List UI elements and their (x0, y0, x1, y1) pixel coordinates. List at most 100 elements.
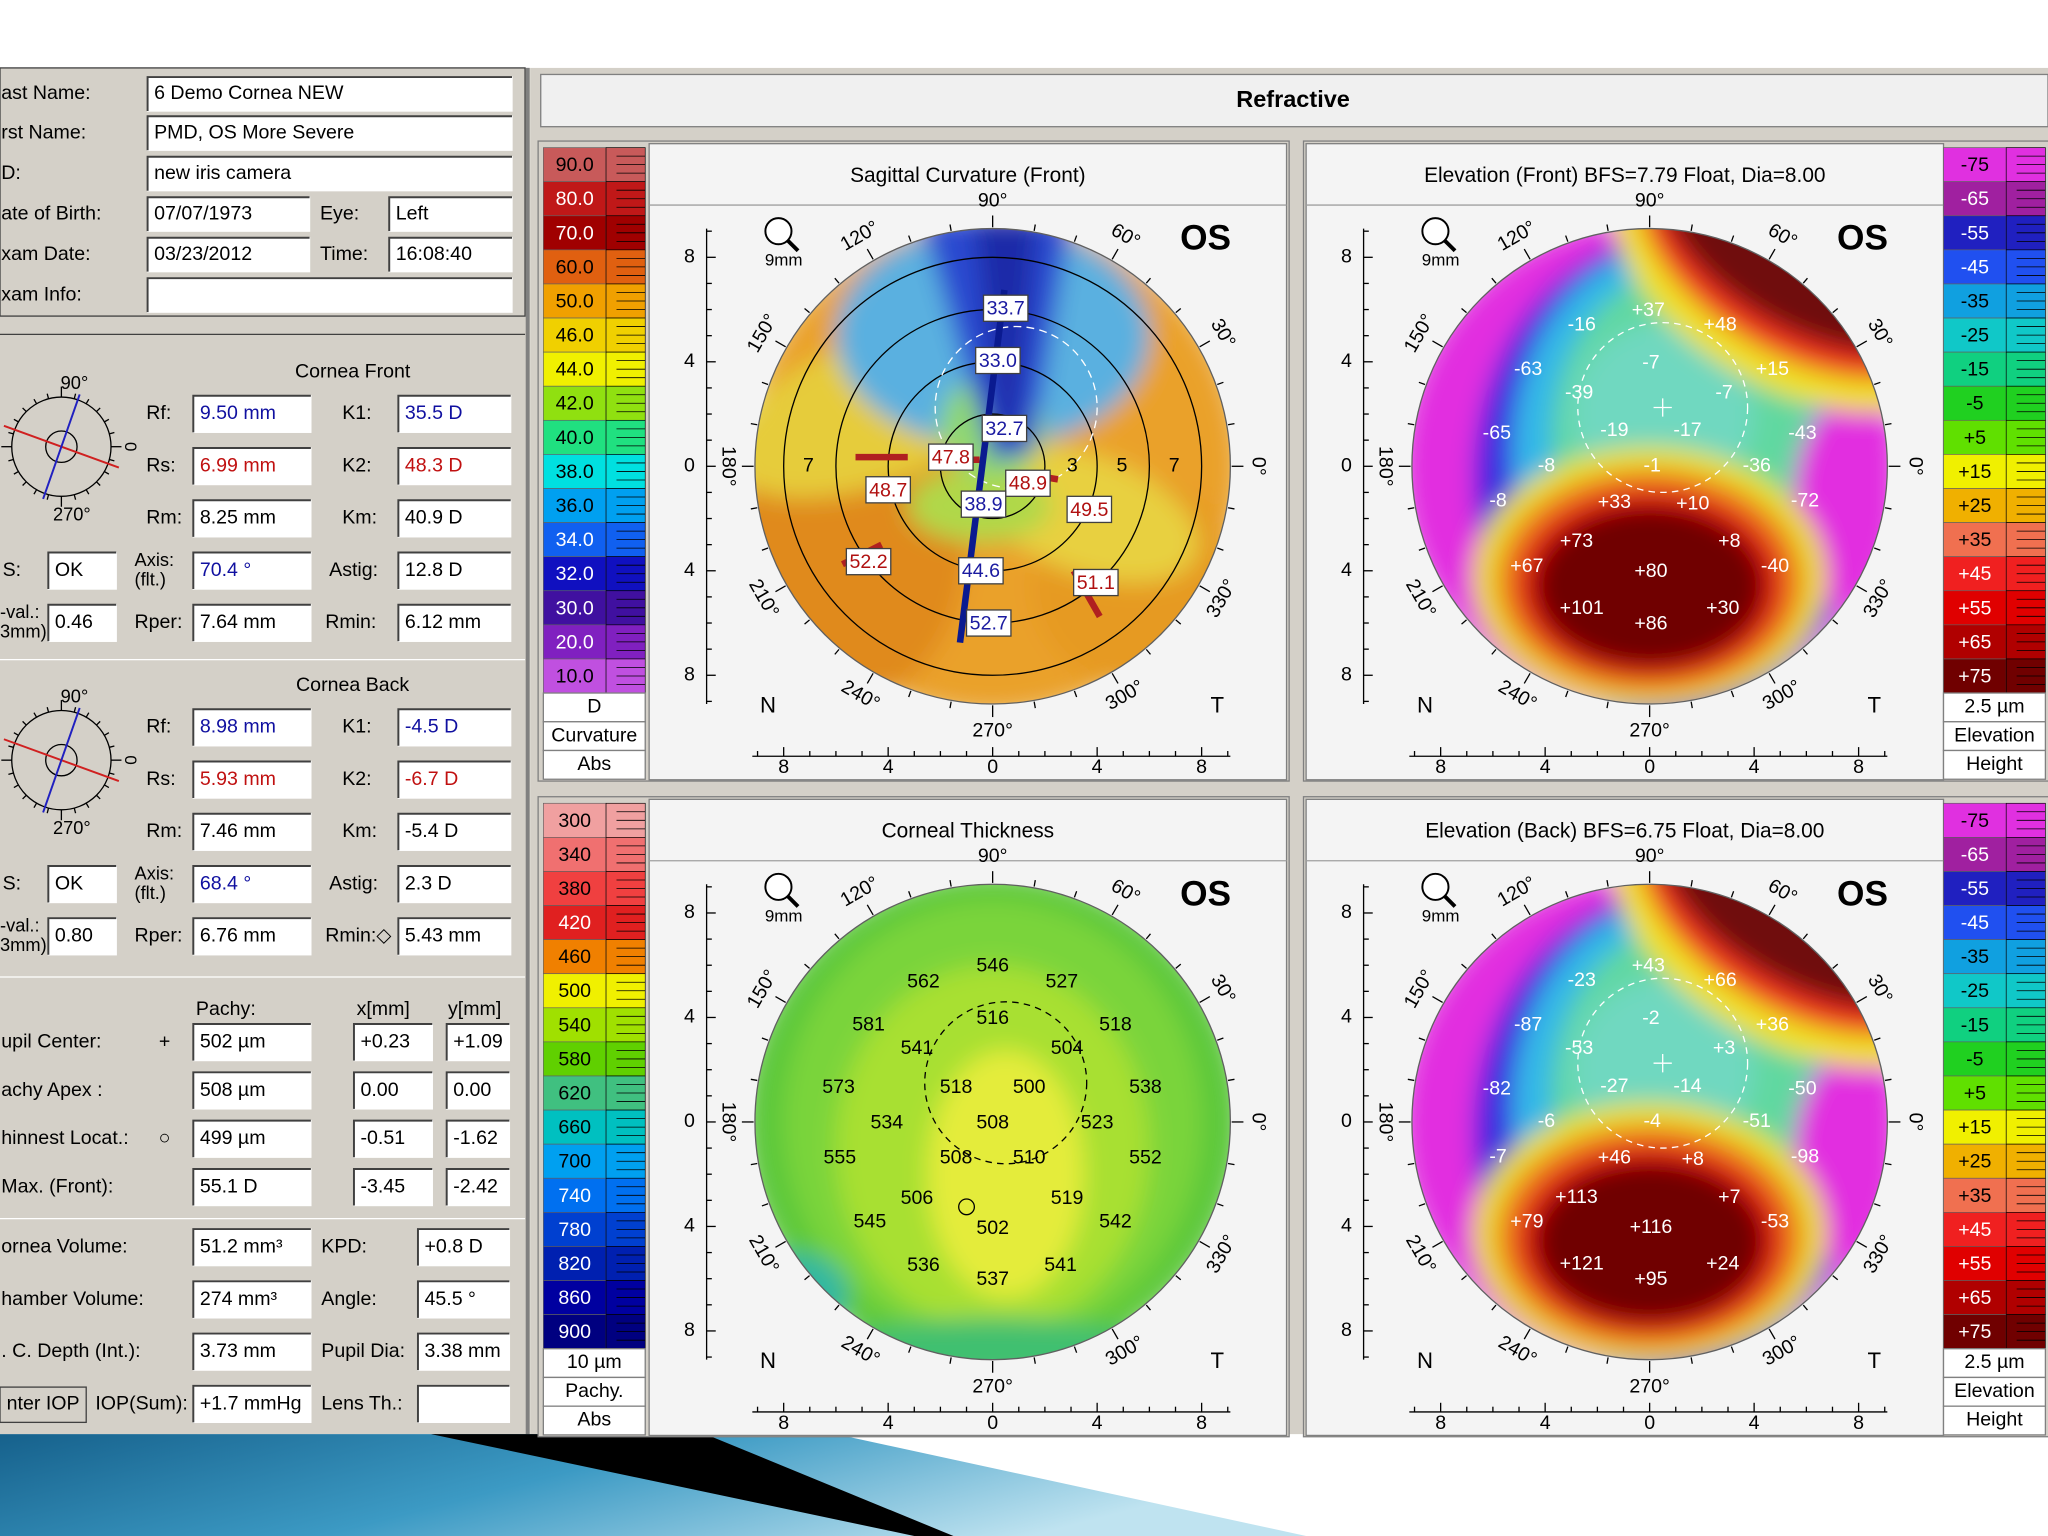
scale-label: +75 (1958, 1321, 1991, 1343)
field-bevel (416, 1332, 510, 1371)
scale-label: -35 (1961, 946, 1989, 968)
angle-tick (1606, 1357, 1609, 1364)
scale-cell (543, 1109, 607, 1145)
label: S: (3, 872, 22, 894)
button-label[interactable]: nter IOP (7, 1392, 80, 1414)
label: Km: (342, 820, 377, 842)
zoom-icon[interactable] (764, 872, 793, 901)
label: K1: (342, 402, 371, 424)
zoom-label: 9mm (765, 906, 803, 925)
zoom-icon[interactable] (1421, 872, 1450, 901)
label: Rm: (146, 820, 182, 842)
angle-tick (1217, 1203, 1224, 1207)
scale-label: -55 (1961, 222, 1989, 244)
zoom-label: 9mm (765, 251, 803, 270)
scale-cell (1943, 1177, 2007, 1213)
scale-label: +65 (1958, 631, 1991, 653)
field-value: 0.00 (453, 1079, 491, 1101)
dial-tick (73, 807, 77, 814)
scale-caption-cell (1942, 749, 2047, 780)
map-value: +30 (1706, 597, 1739, 619)
zoom-label: 9mm (1422, 906, 1460, 925)
scale-label: 420 (558, 912, 591, 934)
angle-tick (1199, 996, 1211, 1004)
label: Angle: (321, 1288, 377, 1310)
angle-tick (1073, 235, 1078, 242)
field-bevel (397, 551, 511, 590)
scale-cell (1943, 419, 2007, 455)
map-value: 48.9 (1009, 473, 1047, 495)
angle-tick (804, 963, 810, 969)
field-value: +1.09 (453, 1030, 503, 1052)
patient-frame (0, 67, 526, 317)
zoom-icon[interactable] (764, 217, 793, 246)
field-value: +0.23 (360, 1030, 410, 1052)
scale-cell (1943, 1041, 2007, 1077)
map-value: -36 (1743, 454, 1771, 476)
map-value: +24 (1706, 1252, 1739, 1274)
dial-tick (85, 802, 90, 808)
map-value: 38.9 (964, 494, 1002, 516)
temporal-label: T (1868, 1348, 1882, 1373)
scale-label: -65 (1961, 844, 1989, 866)
field-box (47, 551, 117, 590)
eye-label: OS (1180, 219, 1231, 258)
field-bevel (192, 551, 311, 590)
angle-tick (1145, 277, 1151, 284)
footer-decoration (0, 1434, 1307, 1536)
dial-tick (22, 407, 27, 413)
field-box (192, 865, 312, 904)
header-title: Refractive (1236, 86, 1350, 112)
button[interactable] (0, 1386, 87, 1424)
x-tick-label: 4 (1092, 756, 1103, 778)
map-value: 537 (976, 1268, 1009, 1290)
field-value: 274 mm³ (200, 1288, 278, 1310)
map-border (754, 227, 1232, 705)
scale-cell (543, 1246, 607, 1281)
angle-tick (1565, 1346, 1569, 1353)
x-tick-label: 4 (1540, 756, 1551, 778)
field-bevel (445, 1023, 510, 1061)
scale-caption-cell (542, 1405, 646, 1436)
label: Rper: (135, 925, 183, 947)
x-tick-label: 8 (1196, 756, 1207, 778)
label: Rper: (135, 611, 183, 633)
scale-label: 42.0 (556, 393, 594, 415)
zoom-icon[interactable] (1421, 217, 1450, 246)
angle-tick (1832, 1275, 1839, 1281)
dial-tick (46, 393, 50, 399)
angle-tick (1111, 672, 1119, 684)
label: (flt.) (135, 568, 166, 589)
field-value: 6.99 mm (200, 454, 276, 476)
label: (flt.) (135, 882, 166, 903)
scale-label: 820 (558, 1253, 591, 1275)
map-value: +66 (1704, 969, 1737, 991)
map-image (1411, 884, 1888, 1360)
angle-tick (1690, 1357, 1693, 1364)
label: 3mm) (0, 934, 47, 955)
map-value: -40 (1761, 555, 1789, 577)
map-value: -72 (1791, 490, 1819, 512)
map-value: 518 (940, 1076, 973, 1098)
field-box (192, 1023, 312, 1062)
angle-tick (1418, 1037, 1426, 1041)
angle-tick (908, 690, 912, 698)
field-value: -3.45 (360, 1175, 405, 1197)
angle-tick (1175, 619, 1182, 625)
field-bevel (192, 1119, 311, 1158)
label: Rf: (146, 402, 171, 424)
value-tag (1072, 568, 1119, 597)
angle-tick (866, 904, 874, 916)
angle-tick (1199, 340, 1211, 348)
field-bevel (146, 155, 512, 191)
field-box (192, 447, 312, 486)
field-box (417, 1228, 511, 1267)
map-value: 44.6 (962, 560, 1000, 582)
dial-label: 0 (121, 755, 140, 764)
field-value: -4.5 D (405, 716, 458, 738)
map-value: -8 (1538, 454, 1556, 476)
scale-cell (1943, 522, 2007, 557)
label: K2: (342, 768, 371, 790)
field-box (397, 551, 512, 590)
